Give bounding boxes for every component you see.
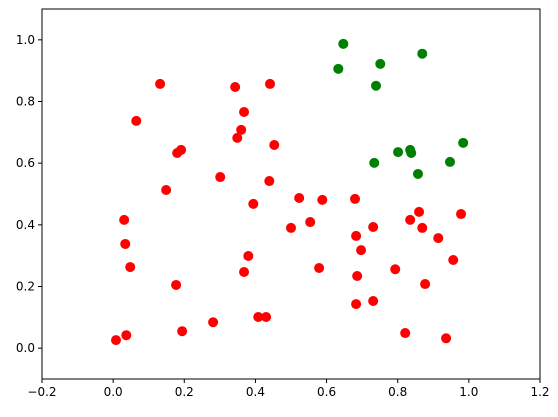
- point: [155, 78, 166, 89]
- point: [230, 82, 241, 93]
- point: [269, 139, 280, 150]
- point: [458, 137, 469, 148]
- point: [456, 209, 467, 220]
- y-tick-label: 0.6: [16, 156, 35, 170]
- point: [243, 250, 254, 261]
- x-tick-label: 0.4: [246, 385, 265, 399]
- point: [371, 80, 382, 91]
- point: [121, 330, 132, 341]
- point: [236, 124, 247, 135]
- point: [351, 299, 362, 310]
- y-tick-label: 0.0: [16, 341, 35, 355]
- point: [110, 335, 121, 346]
- point: [448, 254, 459, 265]
- x-tick-label: 1.2: [530, 385, 549, 399]
- point: [171, 279, 182, 290]
- point: [406, 147, 417, 158]
- point: [215, 172, 226, 183]
- point: [333, 63, 344, 74]
- y-tick-label: 0.2: [16, 280, 35, 294]
- point: [412, 168, 423, 179]
- point: [417, 222, 428, 233]
- point: [120, 238, 131, 249]
- point: [248, 198, 259, 209]
- point: [433, 233, 444, 244]
- point: [400, 328, 411, 339]
- point: [414, 206, 425, 217]
- point: [417, 48, 428, 59]
- point: [119, 214, 130, 225]
- point: [445, 156, 456, 167]
- x-tick-label: 0.6: [317, 385, 336, 399]
- point: [261, 312, 272, 323]
- point: [265, 78, 276, 89]
- point: [208, 317, 219, 328]
- point: [161, 184, 172, 195]
- y-tick-label: 0.4: [16, 218, 35, 232]
- point: [420, 279, 431, 290]
- x-tick-label: −0.2: [27, 385, 56, 399]
- point: [239, 267, 250, 278]
- point: [393, 147, 404, 158]
- x-tick-label: 0.8: [388, 385, 407, 399]
- point: [368, 295, 379, 306]
- point: [405, 214, 416, 225]
- point: [375, 58, 386, 69]
- point: [232, 132, 243, 143]
- point: [239, 106, 250, 117]
- point: [294, 193, 305, 204]
- point: [286, 222, 296, 233]
- point: [317, 194, 328, 205]
- x-tick-label: 0.2: [175, 385, 194, 399]
- point: [125, 262, 136, 273]
- point: [305, 217, 316, 228]
- point: [350, 193, 361, 204]
- point: [351, 230, 362, 241]
- point: [356, 245, 367, 256]
- point: [338, 38, 349, 49]
- point: [369, 157, 380, 168]
- point: [441, 333, 452, 344]
- point: [131, 115, 142, 126]
- x-tick-label: 1.0: [459, 385, 478, 399]
- point: [172, 147, 183, 158]
- plot-frame: [41, 8, 541, 380]
- point: [390, 264, 401, 275]
- point: [314, 263, 325, 273]
- y-tick-label: 0.8: [16, 95, 35, 109]
- point: [177, 326, 188, 337]
- x-tick-label: 0.0: [104, 385, 123, 399]
- point: [368, 221, 379, 232]
- point: [253, 312, 264, 323]
- point: [352, 271, 363, 282]
- point: [264, 176, 275, 187]
- y-tick-label: 1.0: [16, 33, 35, 47]
